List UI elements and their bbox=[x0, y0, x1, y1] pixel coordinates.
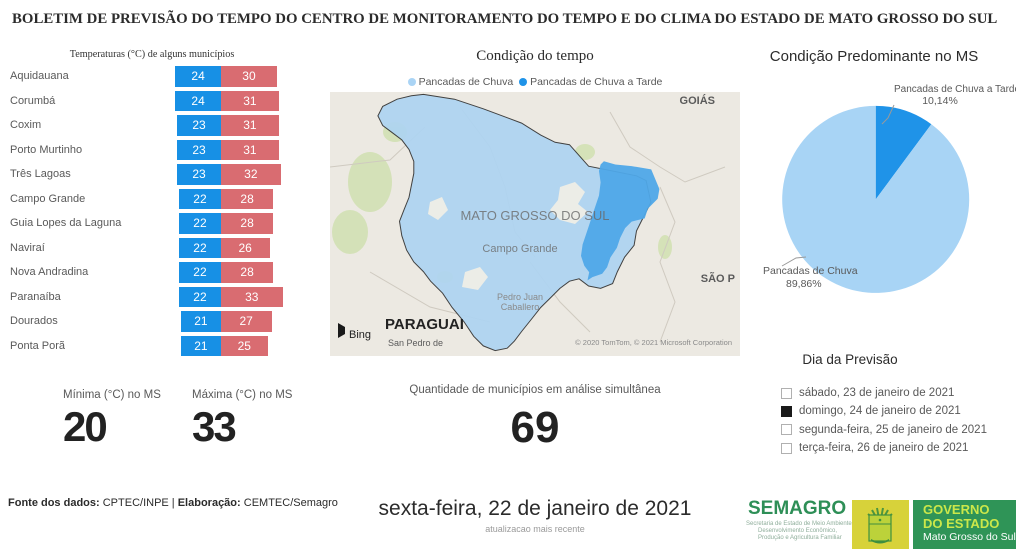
svg-text:MATO GROSSO DO SUL: MATO GROSSO DO SUL bbox=[460, 208, 609, 223]
svg-text:Mato Grosso do Sul: Mato Grosso do Sul bbox=[923, 531, 1016, 543]
svg-text:89,86%: 89,86% bbox=[786, 278, 822, 290]
svg-text:Pedro Juan: Pedro Juan bbox=[497, 292, 543, 302]
svg-text:PARAGUAI: PARAGUAI bbox=[385, 316, 464, 333]
svg-text:Pancadas de Chuva a Tarde: Pancadas de Chuva a Tarde bbox=[894, 84, 1016, 95]
svg-text:GOIÁS: GOIÁS bbox=[680, 94, 715, 107]
svg-text:Desenvolvimento Econômico,: Desenvolvimento Econômico, bbox=[758, 528, 837, 534]
svg-text:Bing: Bing bbox=[349, 329, 371, 341]
svg-text:SÃO P: SÃO P bbox=[701, 272, 735, 285]
svg-text:Secretaria de Estado de Meio A: Secretaria de Estado de Meio Ambiente, bbox=[746, 521, 854, 527]
svg-text:Pancadas de Chuva: Pancadas de Chuva bbox=[763, 265, 858, 277]
svg-text:Campo Grande: Campo Grande bbox=[482, 243, 557, 255]
svg-text:DO ESTADO: DO ESTADO bbox=[923, 516, 999, 531]
svg-text:Produção e Agricultura Familia: Produção e Agricultura Familiar bbox=[758, 535, 842, 541]
svg-text:San Pedro de: San Pedro de bbox=[388, 338, 443, 348]
svg-text:SEMAGRO: SEMAGRO bbox=[748, 498, 846, 519]
svg-text:10,14%: 10,14% bbox=[922, 95, 958, 107]
svg-text:© 2020 TomTom, © 2021 Microsof: © 2020 TomTom, © 2021 Microsoft Corporat… bbox=[575, 338, 732, 347]
svg-text:Caballero: Caballero bbox=[501, 302, 540, 312]
svg-text:GOVERNO: GOVERNO bbox=[923, 502, 989, 517]
